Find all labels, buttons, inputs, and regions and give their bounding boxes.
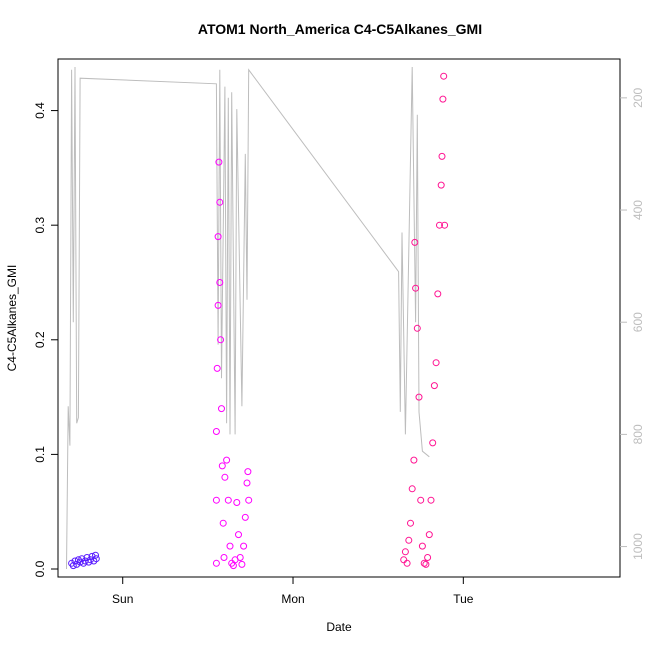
data-point-s2-18 [429, 439, 437, 447]
data-point-s1-10 [218, 405, 225, 413]
data-point-s2-14 [422, 560, 430, 568]
x-tick-label: Tue [453, 592, 474, 606]
data-point-s1-4 [214, 301, 222, 309]
data-point-s1-7 [216, 198, 224, 206]
data-point-s2-21 [434, 290, 442, 298]
data-point-s2-23 [437, 181, 445, 189]
y-tick-label: 0.0 [33, 560, 47, 577]
data-point-s2-15 [424, 554, 432, 561]
data-point-s1-14 [221, 473, 229, 481]
chart-title: ATOM1 North_America C4-C5Alkanes_GMI [198, 21, 482, 37]
data-point-s1-0 [212, 559, 220, 567]
data-point-s1-27 [243, 479, 251, 487]
data-point-s0-1 [69, 562, 77, 570]
axes-layer: Sun Mon Tue 0.0 0.1 0.2 0.3 0.4 200 400 600 800 1000 [33, 88, 645, 606]
y-tick-label: 0.1 [33, 446, 47, 463]
data-point-s1-24 [238, 560, 246, 568]
data-point-s1-1 [212, 496, 220, 504]
data-point-s2-12 [418, 542, 426, 550]
data-point-s1-2 [212, 428, 220, 435]
right-tick-label: 1000 [631, 533, 645, 560]
data-point-s2-27 [441, 221, 449, 229]
x-axis-label: Date [326, 620, 352, 634]
data-point-s1-15 [223, 456, 231, 464]
data-point-s1-23 [236, 554, 244, 561]
plot-layer [66, 66, 449, 570]
data-point-s1-6 [215, 158, 223, 166]
data-point-s2-7 [411, 238, 419, 246]
right-tick-label: 200 [631, 88, 645, 108]
data-point-s2-3 [405, 536, 413, 544]
y-tick-label: 0.4 [33, 102, 47, 119]
data-point-s1-22 [235, 531, 242, 539]
data-point-s2-20 [432, 359, 440, 367]
data-point-s2-11 [417, 496, 425, 504]
data-point-s2-24 [438, 152, 446, 160]
data-point-s2-26 [440, 72, 448, 80]
right-tick-label: 400 [631, 200, 645, 220]
data-point-s1-26 [241, 513, 249, 521]
data-point-s2-10 [415, 393, 423, 401]
data-point-s2-1 [401, 548, 409, 556]
data-point-s1-5 [214, 233, 222, 241]
data-point-s0-15 [92, 555, 100, 563]
data-point-s1-16 [224, 496, 232, 504]
data-point-s0-14 [92, 551, 99, 559]
data-point-s2-13 [420, 559, 428, 567]
data-point-s0-5 [76, 558, 84, 566]
y-tick-label: 0.2 [33, 331, 47, 348]
plot-frame [57, 58, 621, 578]
data-point-s1-17 [226, 542, 234, 550]
data-point-s1-3 [213, 364, 221, 372]
data-point-s0-2 [71, 557, 79, 565]
data-point-s0-8 [81, 557, 89, 565]
data-point-s1-29 [245, 496, 253, 504]
data-point-s2-0 [400, 556, 408, 564]
data-point-s2-22 [436, 221, 443, 229]
data-point-s1-13 [220, 554, 228, 561]
data-point-s2-5 [408, 485, 416, 493]
pressure-line [66, 66, 430, 570]
data-point-s1-11 [218, 462, 226, 470]
data-point-s1-28 [244, 468, 252, 476]
data-point-s0-12 [88, 552, 96, 560]
data-point-s2-17 [427, 496, 435, 504]
y-tick-label: 0.3 [33, 217, 47, 234]
y-axis-label: C4-C5Alkanes_GMI [5, 265, 19, 372]
data-point-s2-19 [430, 382, 438, 390]
data-point-s2-8 [412, 284, 420, 292]
right-tick-label: 600 [631, 312, 645, 332]
data-point-s2-25 [439, 95, 447, 103]
x-tick-label: Sun [112, 592, 133, 606]
data-point-s1-21 [233, 499, 241, 506]
right-tick-label: 800 [631, 424, 645, 444]
data-point-s1-12 [219, 519, 227, 527]
data-point-s2-2 [403, 559, 411, 567]
data-point-s2-16 [425, 531, 433, 539]
data-point-s1-9 [217, 336, 225, 344]
data-point-s1-8 [216, 279, 224, 286]
data-point-s2-9 [413, 324, 421, 332]
data-point-s1-25 [240, 542, 248, 550]
data-point-s2-4 [407, 519, 414, 527]
data-point-s2-6 [410, 456, 418, 464]
x-tick-label: Mon [281, 592, 304, 606]
